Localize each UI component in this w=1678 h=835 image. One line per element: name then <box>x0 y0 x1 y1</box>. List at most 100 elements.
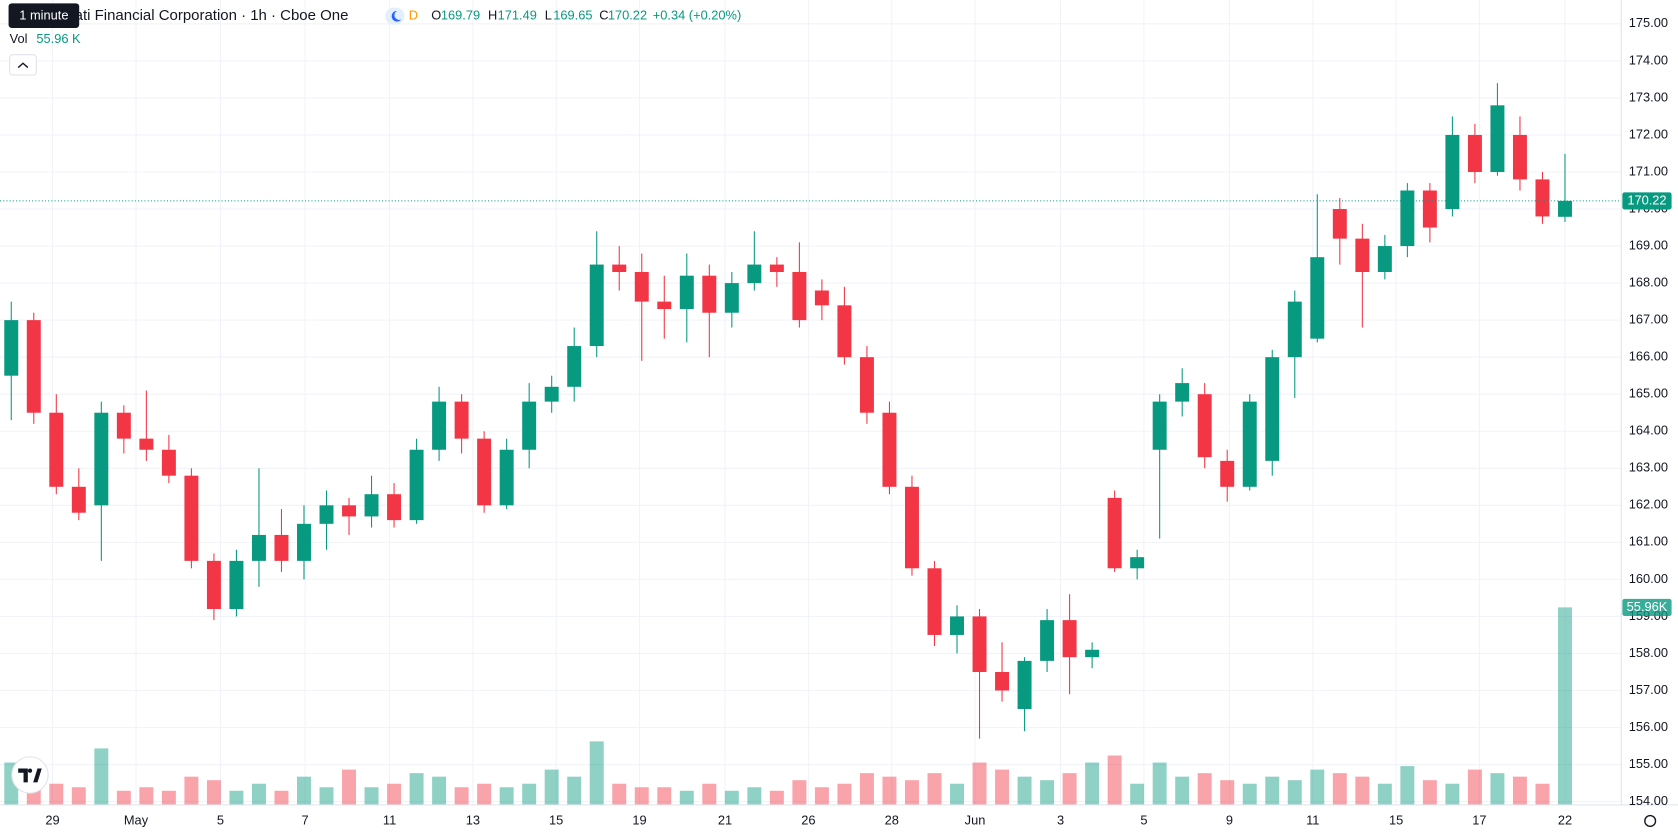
settings-icon[interactable] <box>1644 814 1657 827</box>
y-tick-label: 154.00 <box>1629 793 1668 808</box>
volume-bar <box>1287 780 1302 805</box>
x-tick-label: May <box>124 812 149 827</box>
candle-body <box>139 438 154 450</box>
candle-layer <box>4 83 1572 739</box>
y-tick-label: 158.00 <box>1629 645 1668 660</box>
last-price-badge <box>1622 192 1672 210</box>
candle-body <box>837 305 852 358</box>
candle-body <box>995 671 1010 691</box>
y-tick-label: 173.00 <box>1629 89 1668 104</box>
candle-body <box>1242 401 1257 487</box>
volume-bar <box>1130 783 1145 805</box>
volume-badge-label: 55.96K <box>1627 599 1668 614</box>
candle-body <box>747 264 762 284</box>
volume-legend-value: 55.96 K <box>36 31 81 46</box>
y-tick-label: 168.00 <box>1629 274 1668 289</box>
candle-body <box>4 320 19 376</box>
volume-bar <box>387 783 402 805</box>
candle-body <box>1287 301 1302 358</box>
y-tick-label: 171.00 <box>1629 163 1668 178</box>
volume-bar <box>364 787 379 805</box>
volume-bar <box>882 776 897 805</box>
y-tick-label: 172.00 <box>1629 126 1668 141</box>
candle-body <box>1490 105 1505 172</box>
volume-bar <box>589 741 604 805</box>
candle-body <box>116 412 131 439</box>
candle-body <box>1310 257 1325 339</box>
ohlc-key: L <box>545 8 552 23</box>
volume-bar <box>1017 776 1032 805</box>
session-icon <box>391 10 402 22</box>
x-tick-label: 15 <box>1389 812 1403 827</box>
y-tick-label: 166.00 <box>1629 349 1668 364</box>
volume-bar <box>1445 783 1460 805</box>
change: +0.34 (+0.20%) <box>653 8 741 23</box>
volume-bar <box>1040 780 1055 805</box>
candle-body <box>1265 357 1280 461</box>
volume-bar <box>927 773 942 805</box>
candle-body <box>251 534 266 561</box>
volume-bar <box>454 787 469 805</box>
volume-bar <box>49 783 64 805</box>
volume-bar <box>229 790 244 805</box>
candle-body <box>522 401 537 450</box>
volume-bar <box>251 783 266 805</box>
y-tick-label: 174.00 <box>1629 52 1668 67</box>
candle-body <box>1558 200 1572 217</box>
volume-bar <box>1400 766 1415 805</box>
volume-bar <box>1377 783 1392 805</box>
x-tick-label: 21 <box>718 812 732 827</box>
logo-bg <box>11 756 49 794</box>
collapse-chevron <box>17 62 29 69</box>
candle-body <box>206 560 221 610</box>
x-tick-label: 9 <box>1226 812 1233 827</box>
volume-bar <box>567 776 582 805</box>
volume-legend-label: Vol <box>10 31 28 46</box>
y-tick-label: 163.00 <box>1629 460 1668 475</box>
tooltip: 1 minute <box>19 8 68 23</box>
volume-badge <box>1622 598 1672 616</box>
candle-body <box>499 449 514 506</box>
logo[interactable] <box>18 768 42 783</box>
volume-bar <box>432 776 447 805</box>
tooltip-box <box>8 3 80 28</box>
volume-bar <box>747 787 762 805</box>
candle-body <box>792 271 807 321</box>
y-tick-label: 162.00 <box>1629 497 1668 512</box>
x-tick-label: 13 <box>466 812 480 827</box>
candle-body <box>1535 179 1550 217</box>
candle-body <box>1220 460 1235 487</box>
volume-bar <box>995 769 1010 805</box>
x-tick-label: 15 <box>549 812 563 827</box>
volume-bar <box>184 776 199 805</box>
candle-body <box>387 494 402 521</box>
volume-bar <box>904 780 919 805</box>
volume-bar <box>1490 773 1505 805</box>
x-tick-label: 22 <box>1558 812 1572 827</box>
collapse-button[interactable] <box>9 54 37 76</box>
x-tick-label: 28 <box>885 812 899 827</box>
candle-body <box>634 271 649 302</box>
candle-body <box>927 568 942 635</box>
y-tick-label: 160.00 <box>1629 571 1668 586</box>
candle-body <box>1107 497 1122 569</box>
candle-body <box>724 283 739 313</box>
volume-bar <box>1197 773 1212 805</box>
x-tick-label: 29 <box>45 812 59 827</box>
volume-bar <box>859 773 874 805</box>
candle-body <box>274 534 289 561</box>
candle-body <box>1400 190 1415 247</box>
candle-body <box>1197 394 1212 458</box>
ohlc-key: H <box>488 8 497 23</box>
y-tick-label: 155.00 <box>1629 756 1668 771</box>
candle-body <box>477 438 492 506</box>
market-flag: D <box>409 8 418 23</box>
candle-body <box>26 320 41 413</box>
volume-bar <box>792 780 807 805</box>
y-tick-label: 169.00 <box>1629 237 1668 252</box>
volume-bar <box>1355 776 1370 805</box>
candle-body <box>1175 383 1190 402</box>
volume-bar <box>319 787 334 805</box>
